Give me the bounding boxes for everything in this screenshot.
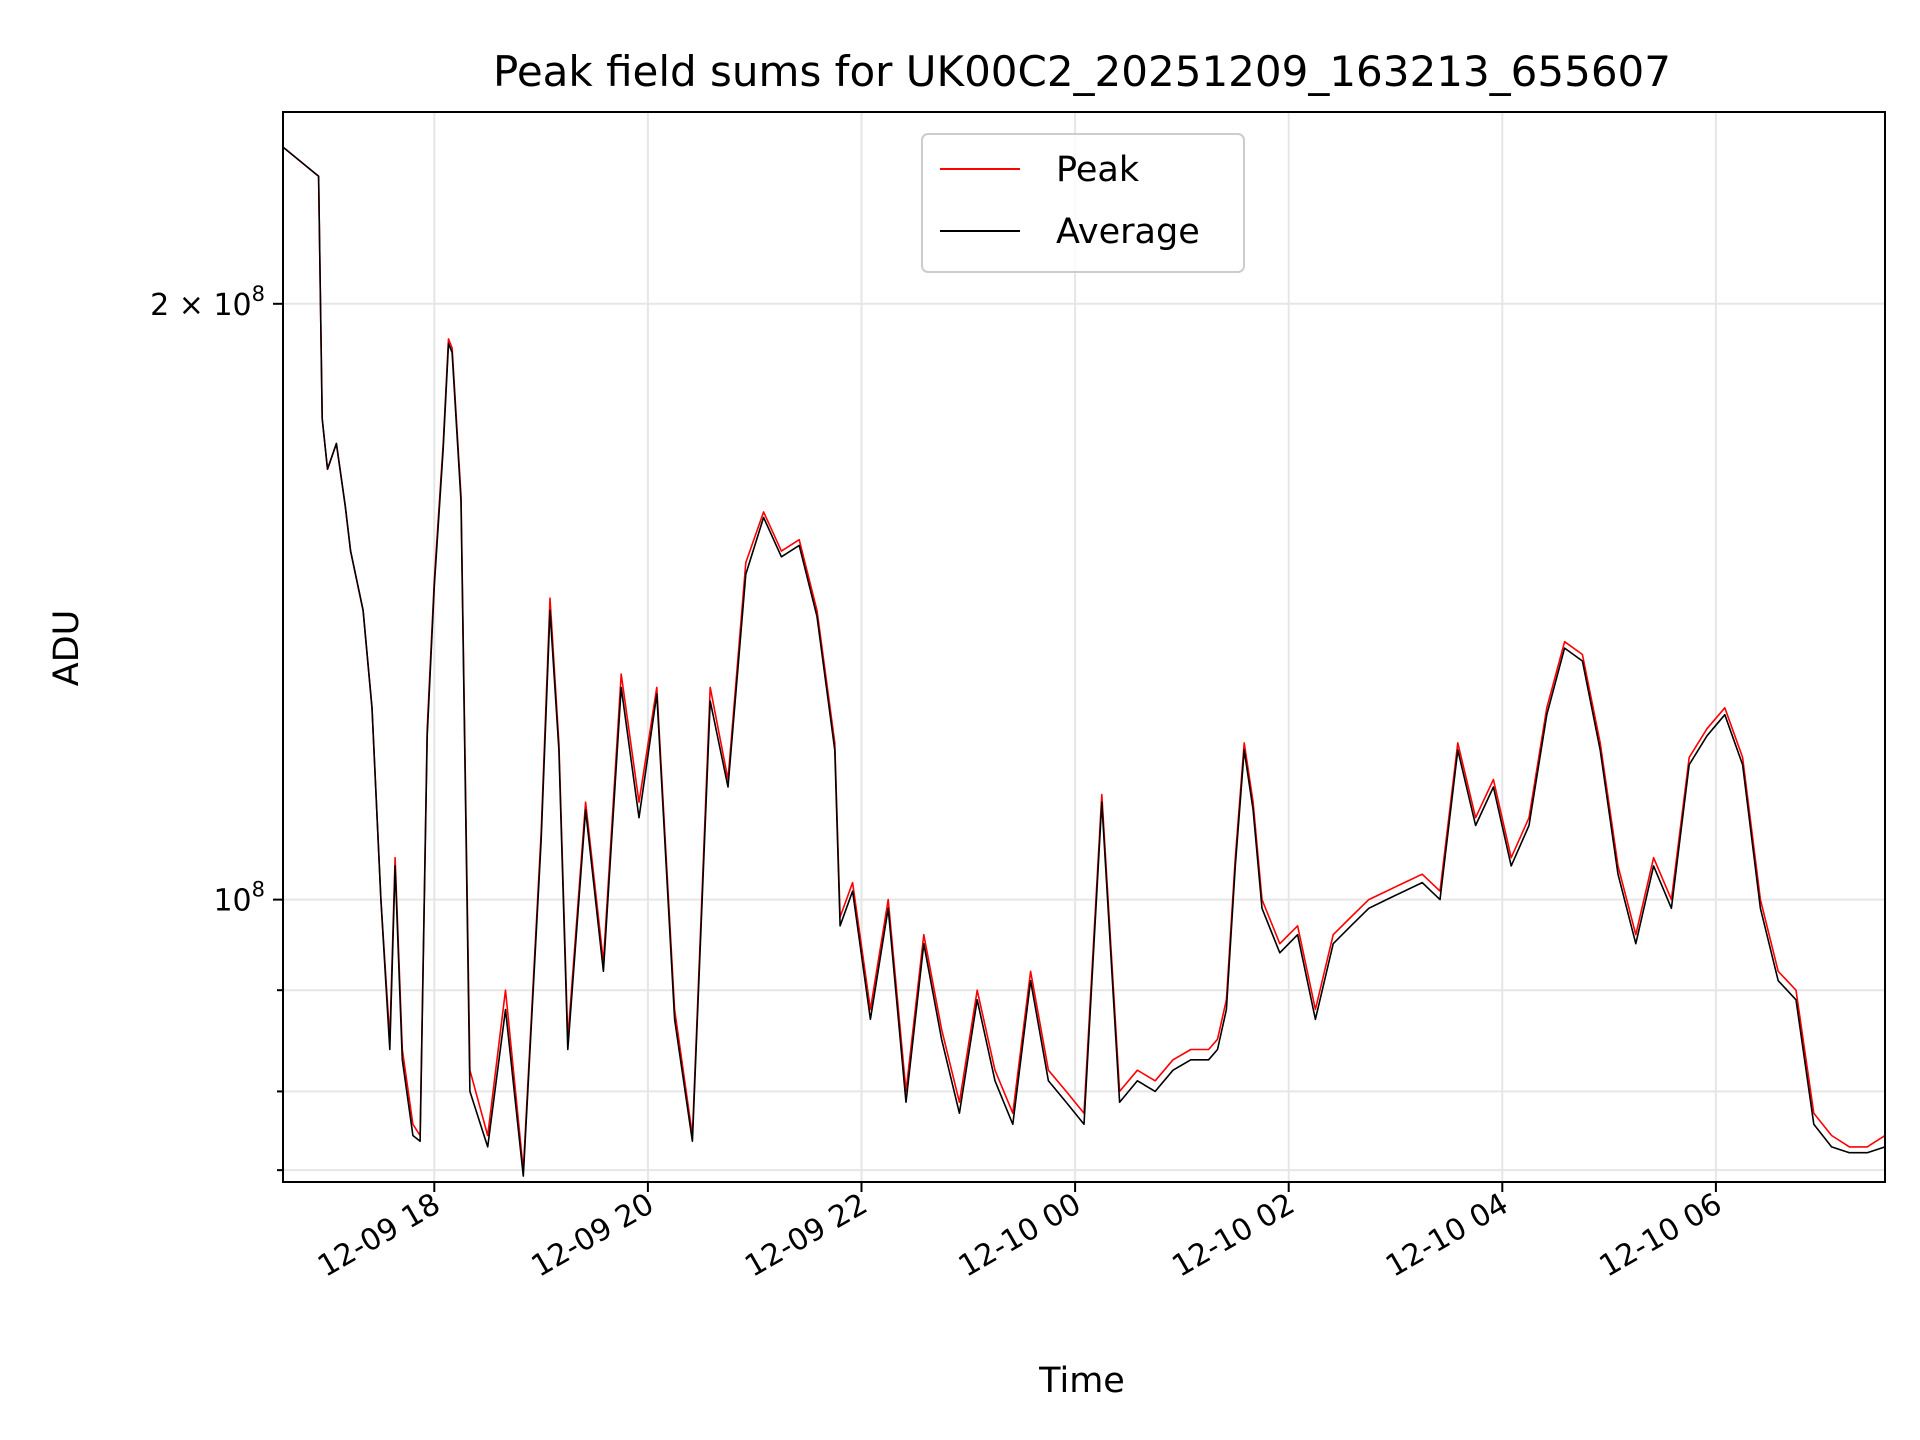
plot-frame <box>282 111 1886 1183</box>
chart-title: Peak field sums for UK00C2_20251209_1632… <box>493 47 1671 96</box>
grid <box>283 112 1885 1182</box>
series-lines <box>283 146 1885 1177</box>
y-axis-label: ADU <box>47 610 87 687</box>
x-axis-label: Time <box>1038 1361 1125 1401</box>
series-line-average <box>283 146 1885 1177</box>
y-tick-label: 108 <box>213 878 265 919</box>
legend-label-average: Average <box>1056 212 1200 252</box>
legend-label-peak: Peak <box>1056 150 1140 190</box>
legend: Peak Average <box>921 133 1245 273</box>
y-tick-label: 2 × 108 <box>150 282 265 323</box>
